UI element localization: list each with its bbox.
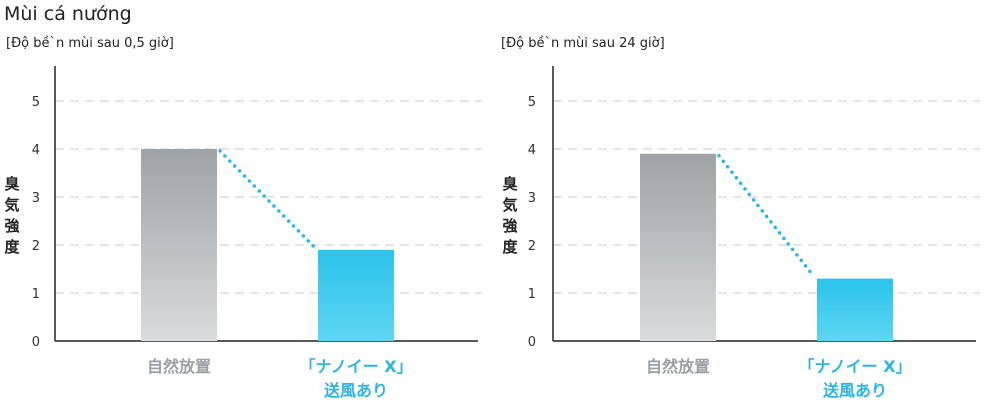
x-tick-label: 自然放置 bbox=[147, 357, 211, 376]
y-tick-label: 5 bbox=[32, 95, 40, 110]
bar bbox=[318, 249, 394, 341]
y-axis-label: 強 bbox=[502, 217, 517, 235]
y-tick-label: 3 bbox=[32, 191, 40, 206]
y-axis-label: 臭 bbox=[502, 175, 517, 193]
y-tick-label: 4 bbox=[528, 143, 536, 158]
y-axis-label: 度 bbox=[4, 238, 20, 256]
y-tick-label: 2 bbox=[32, 239, 40, 254]
y-tick-label: 1 bbox=[32, 287, 40, 302]
y-tick-label: 0 bbox=[32, 335, 40, 350]
chart-1-subtitle: [Độ bề`n mùi sau 0,5 giờ] bbox=[6, 36, 174, 51]
x-tick-label: 「ナノイー X」 bbox=[299, 357, 412, 376]
bar bbox=[817, 278, 893, 341]
chart-2-subtitle: [Độ bề`n mùi sau 24 giờ] bbox=[501, 36, 665, 51]
y-axis-label: 強 bbox=[4, 217, 19, 235]
y-tick-label: 1 bbox=[528, 287, 536, 302]
bar bbox=[141, 149, 217, 341]
y-tick-label: 3 bbox=[528, 191, 536, 206]
x-tick-label: 送風あり bbox=[323, 381, 388, 400]
x-tick-label: 「ナノイー X」 bbox=[798, 357, 911, 376]
y-axis-label: 臭 bbox=[4, 175, 19, 193]
y-tick-label: 5 bbox=[528, 95, 536, 110]
x-tick-label: 自然放置 bbox=[646, 357, 710, 376]
y-axis-label: 気 bbox=[502, 196, 517, 214]
x-tick-label: 送風あり bbox=[822, 381, 887, 400]
connector-line bbox=[218, 149, 317, 250]
y-tick-label: 2 bbox=[528, 239, 536, 254]
y-axis-label: 度 bbox=[502, 238, 518, 256]
bar bbox=[640, 153, 716, 341]
y-axis-label: 気 bbox=[4, 196, 19, 214]
page-title: Mùi cá nướng bbox=[4, 3, 132, 25]
y-tick-label: 4 bbox=[32, 143, 40, 158]
y-tick-label: 0 bbox=[528, 335, 536, 350]
connector-line bbox=[717, 154, 816, 279]
